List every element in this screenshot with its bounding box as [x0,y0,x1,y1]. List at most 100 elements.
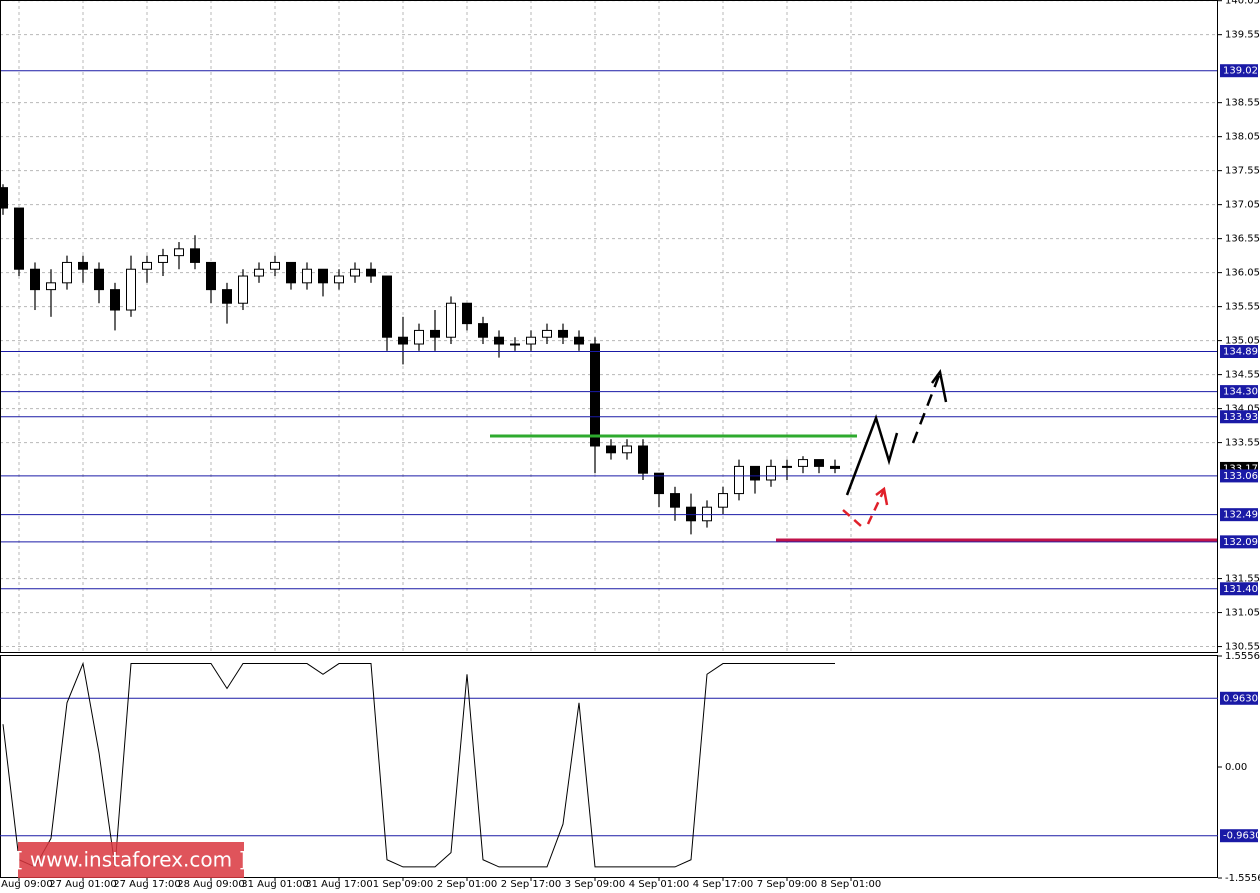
level-label: 132.49 [1223,510,1258,521]
level-label-box [1220,64,1258,78]
candle-body [398,336,408,345]
candle-body [622,445,632,454]
x-tick-label: 3 Sep 09:00 [565,879,625,890]
candle-body [414,329,424,345]
grid-layer [0,0,1218,652]
x-tick-label: 7 Sep 09:00 [757,879,817,890]
candle-body [206,261,216,291]
candle-body [494,336,504,345]
x-tick-label: 1 Sep 09:00 [373,879,433,890]
candle-body [0,187,8,209]
y-tick-label: 134.55 [1225,370,1260,381]
indicator-line [2,661,835,868]
candle-body [78,261,88,270]
candle-body [510,343,520,346]
current-price-label: 133.17 [1223,463,1258,474]
candle-body [334,275,344,284]
indicator-panel-border [0,655,1218,878]
forecast-arrow [845,414,899,496]
candle-body [190,248,200,263]
candle-body [254,268,264,277]
y-tick-label: 138.05 [1225,132,1260,143]
candle-body [590,343,600,447]
y-tick-label: 137.05 [1225,200,1260,211]
candle-body [286,261,296,284]
candle-body [814,459,824,467]
candle-body [798,459,808,467]
candle-body [526,336,536,345]
candle-body [734,465,744,495]
level-label: 133.06 [1223,471,1258,482]
x-tick-label: 2 Sep 17:00 [501,879,561,890]
y-tick-label: 0.00 [1225,762,1247,773]
y-tick-label: 135.55 [1225,302,1260,313]
y-tick-label: 139.55 [1225,30,1260,41]
x-tick-label: 4 Sep 17:00 [693,879,753,890]
candle-body [606,445,616,454]
candle-body [478,323,488,338]
candle-body [654,472,664,495]
level-label: 132.09 [1223,537,1258,548]
candle-body [766,465,776,481]
candle-body [782,465,792,468]
candle-body [126,268,136,311]
x-tick-label: 27 Aug 01:00 [49,879,116,890]
candle-body [270,261,280,270]
y-tick-label: 134.05 [1225,404,1260,415]
level-label-box [1220,508,1258,522]
candle-body [542,329,552,338]
watermark-box [18,842,244,878]
y-tick-label: 140.05 [1225,0,1260,7]
level-label: 133.93 [1223,412,1258,423]
plot-layer [0,70,1218,590]
x-tick-label: 2 Sep 01:00 [437,879,497,890]
level-label-box [1220,385,1258,399]
level-label: -0.9630 [1223,831,1260,842]
level-label: 0.9630 [1223,693,1258,704]
main-panel-border [0,0,1218,653]
candle-body [382,275,392,338]
y-tick-label: 137.55 [1225,166,1260,177]
candle-body [638,445,648,474]
level-label: 139.02 [1223,66,1258,77]
x-tick-label: 31 Aug 01:00 [241,879,308,890]
watermark: [ www.instaforex.com ] [16,848,247,872]
candle-body [750,465,760,481]
level-label: 134.30 [1223,387,1258,398]
x-tick-label: 31 Aug 17:00 [305,879,372,890]
x-tick-label: 4 Sep 01:00 [629,879,689,890]
candle-body [446,302,456,338]
x-tick-label: 26 Aug 09:00 [0,879,53,890]
candle-body [318,268,328,284]
y-tick-label: 136.55 [1225,234,1260,245]
y-tick-label: 131.05 [1225,608,1260,619]
y-tick-label: 136.05 [1225,268,1260,279]
forecast-arrow-dashed [911,372,942,444]
candle-body [686,506,696,522]
candle-body [62,261,72,284]
candle-body [94,268,104,291]
alt-forecast-arrow [842,509,862,527]
candle-body [46,282,56,291]
x-tick-label: 28 Aug 09:00 [177,879,244,890]
candle-body [830,465,840,469]
candle-body [142,261,152,270]
candle-body [718,493,728,508]
level-label-box [1220,829,1258,843]
candle-body [670,493,680,508]
candle-body [574,336,584,345]
level-label: 134.89 [1223,346,1258,357]
candle-body [302,268,312,284]
y-tick-label: 135.05 [1225,336,1260,347]
y-tick-label: 138.55 [1225,98,1260,109]
candle-body [430,329,440,338]
arrow-head [930,368,948,403]
indicator-layer [0,661,1218,868]
level-label: 131.40 [1223,584,1258,595]
candle-body [462,302,472,325]
y-tick-label: 133.55 [1225,438,1260,449]
candle-body [158,255,168,263]
level-label-box [1220,691,1258,705]
